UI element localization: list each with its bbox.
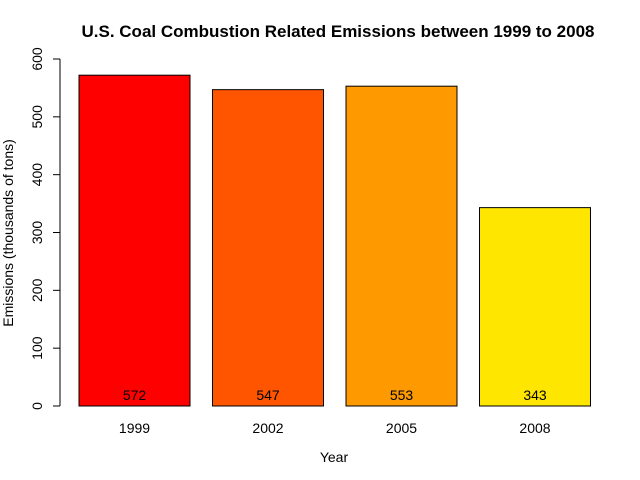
y-axis-label: Emissions (thousands of tons) [0,139,16,327]
y-tick-label: 0 [29,402,45,410]
bar [479,207,591,407]
y-tick-label: 400 [29,163,45,187]
chart-title: U.S. Coal Combustion Related Emissions b… [82,22,595,41]
data-label: 572 [123,387,147,403]
y-axis: 0 100 200 300 400 500 600 [29,47,61,410]
y-tick-label: 200 [29,278,45,302]
bar [212,89,324,407]
data-label: 343 [523,387,547,403]
y-tick-label: 500 [29,105,45,129]
x-tick-label: 2008 [519,420,550,436]
y-tick-label: 600 [29,47,45,71]
bar [78,74,191,407]
x-tick-label: 1999 [119,420,150,436]
data-label: 553 [390,387,414,403]
data-label: 547 [256,387,280,403]
x-tick-label: 2005 [386,420,417,436]
x-tick-label: 2002 [252,420,283,436]
x-tick-labels: 1999 2002 2005 2008 [119,420,551,436]
bar [345,85,458,407]
x-axis-label: Year [320,449,349,465]
data-labels: 572 547 553 343 [123,387,547,403]
bars [78,74,591,407]
y-tick-label: 300 [29,221,45,245]
y-tick-label: 100 [29,336,45,360]
